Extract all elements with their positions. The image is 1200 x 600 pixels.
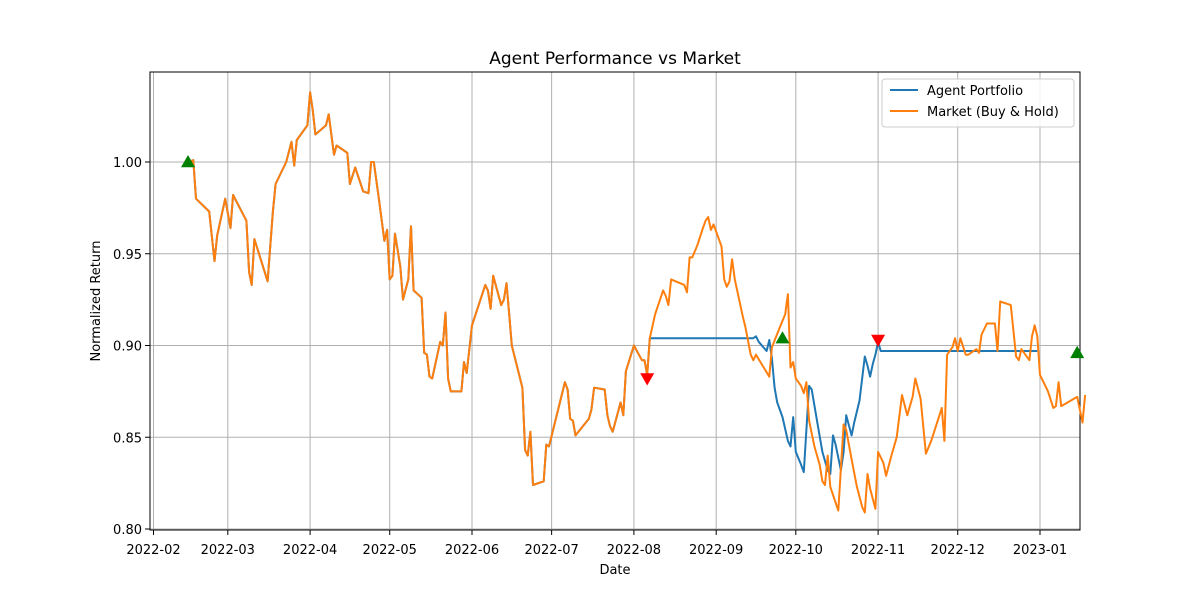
legend-box <box>881 78 1075 128</box>
grid <box>150 72 1080 530</box>
y-tick-label: 0.95 <box>113 248 142 263</box>
x-tick-label: 2022-04 <box>283 543 337 558</box>
sell-marker <box>871 334 886 347</box>
y-axis-label: Normalized Return <box>89 241 104 362</box>
x-tick-label: 2022-10 <box>769 543 823 558</box>
x-tick-label: 2022-03 <box>201 543 255 558</box>
trade-markers <box>181 155 1085 386</box>
x-axis: 2022-02 2022-03 2022-04 2022-05 2022-06 2022-… <box>126 530 1067 558</box>
x-tick-label: 2022-11 <box>851 543 905 558</box>
y-tick-label: 0.80 <box>113 523 142 538</box>
series-line-market <box>187 91 1087 514</box>
buy-marker <box>181 155 195 168</box>
sell-marker <box>640 373 655 386</box>
x-tick-label: 2022-07 <box>524 543 578 558</box>
chart-title: Agent Performance vs Market <box>489 49 741 69</box>
x-tick-label: 2022-06 <box>445 543 499 558</box>
series-lines <box>187 91 1087 514</box>
x-tick-label: 2022-08 <box>607 543 661 558</box>
y-tick-label: 0.90 <box>113 340 142 355</box>
x-tick-label: 2022-05 <box>363 543 417 558</box>
legend: Agent Portfolio Market (Buy & Hold) <box>881 78 1075 128</box>
x-tick-label: 2022-02 <box>126 543 180 558</box>
y-axis: 0.80 0.85 0.90 0.95 1.00 <box>113 156 150 538</box>
y-tick-label: 1.00 <box>113 156 142 171</box>
y-tick-label: 0.85 <box>113 431 142 446</box>
x-axis-label: Date <box>599 563 630 578</box>
plot-frame <box>149 71 1081 531</box>
buy-marker <box>1070 345 1085 359</box>
x-tick-label: 2023-01 <box>1013 543 1067 558</box>
x-tick-label: 2022-09 <box>689 543 743 558</box>
buy-marker <box>775 331 790 344</box>
legend-label-agent: Agent Portfolio <box>927 84 1023 99</box>
x-tick-label: 2022-12 <box>931 543 985 558</box>
legend-label-market: Market (Buy & Hold) <box>927 105 1059 120</box>
